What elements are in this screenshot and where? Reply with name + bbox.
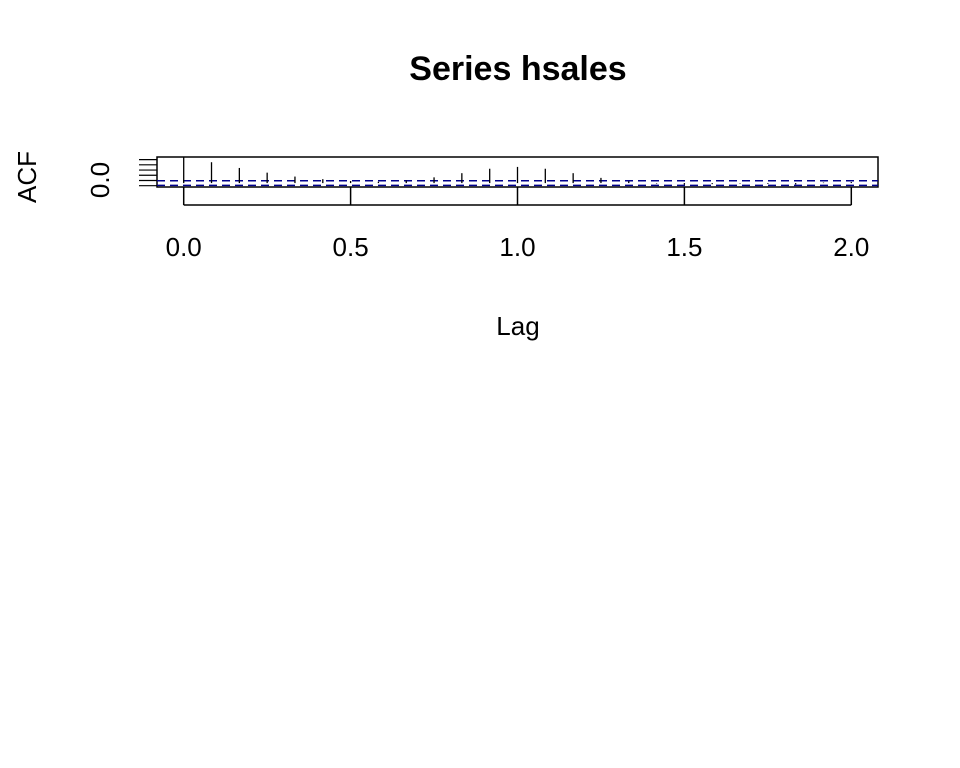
chart-title: Series hsales bbox=[409, 50, 626, 88]
x-tick-label: 0.0 bbox=[166, 232, 202, 262]
y-axis-label: ACF bbox=[12, 151, 42, 203]
x-axis: 0.0 0.5 1.0 1.5 2.0 bbox=[166, 187, 869, 262]
x-axis-label: Lag bbox=[496, 311, 539, 341]
x-tick-label: 0.5 bbox=[333, 232, 369, 262]
x-tick-label: 1.0 bbox=[499, 232, 535, 262]
confidence-bounds bbox=[157, 179, 878, 187]
y-tick-label-0: 0.0 bbox=[85, 162, 115, 198]
y-axis-ticks bbox=[139, 159, 157, 187]
x-tick-label: 1.5 bbox=[666, 232, 702, 262]
acf-bars bbox=[183, 157, 852, 185]
x-tick-label: 2.0 bbox=[833, 232, 869, 262]
